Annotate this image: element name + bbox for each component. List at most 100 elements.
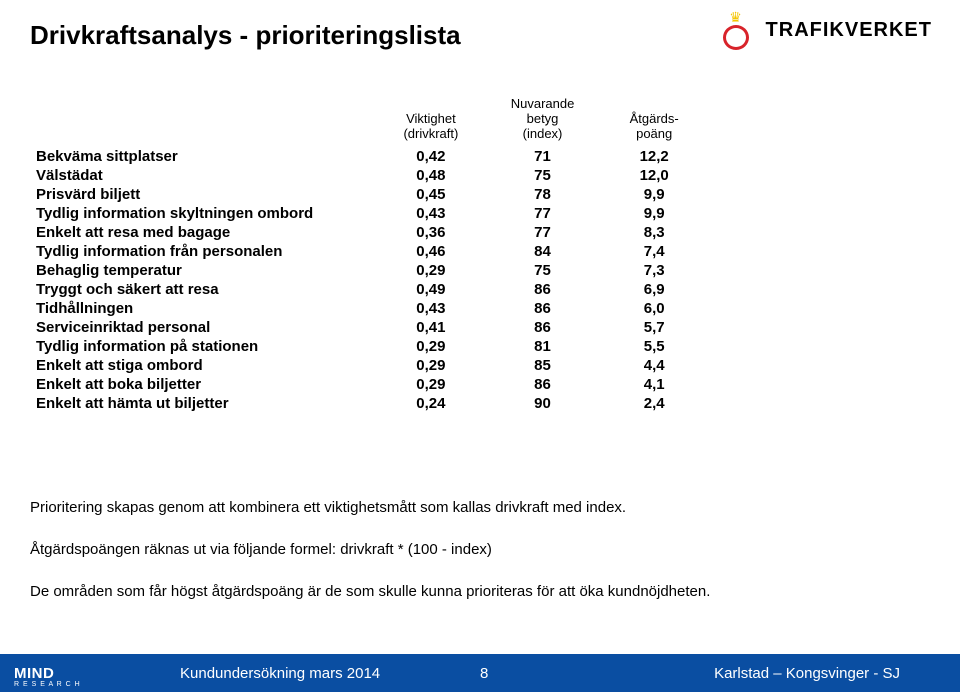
row-betyg: 75: [487, 261, 599, 280]
row-label: Serviceinriktad personal: [30, 318, 375, 337]
row-viktighet: 0,36: [375, 223, 487, 242]
row-poang: 8,3: [598, 223, 710, 242]
row-label: Enkelt att resa med bagage: [30, 223, 375, 242]
body-paragraph-2: Åtgärdspoängen räknas ut via följande fo…: [30, 540, 920, 560]
table-row: Enkelt att hämta ut biljetter0,24902,4: [30, 394, 710, 413]
row-betyg: 86: [487, 280, 599, 299]
row-label: Enkelt att hämta ut biljetter: [30, 394, 375, 413]
th-text: (drivkraft): [403, 126, 458, 141]
row-poang: 5,7: [598, 318, 710, 337]
mind-logo-top: MIND: [14, 666, 54, 681]
row-label: Tydlig information skyltningen ombord: [30, 204, 375, 223]
row-poang: 5,5: [598, 337, 710, 356]
th-poang: Åtgärds- poäng: [598, 96, 710, 147]
row-betyg: 86: [487, 375, 599, 394]
row-betyg: 85: [487, 356, 599, 375]
brand-name: TRAFIKVERKET: [766, 19, 932, 42]
table-row: Tydlig information skyltningen ombord0,4…: [30, 204, 710, 223]
row-viktighet: 0,45: [375, 185, 487, 204]
table-row: Enkelt att resa med bagage0,36778,3: [30, 223, 710, 242]
row-poang: 4,4: [598, 356, 710, 375]
table-row: Enkelt att stiga ombord0,29854,4: [30, 356, 710, 375]
th-text: betyg: [527, 111, 559, 126]
table-row: Tidhållningen0,43866,0: [30, 299, 710, 318]
page: Drivkraftsanalys - prioriteringslista ♛ …: [0, 0, 960, 692]
row-viktighet: 0,24: [375, 394, 487, 413]
row-viktighet: 0,29: [375, 356, 487, 375]
row-poang: 9,9: [598, 185, 710, 204]
row-betyg: 86: [487, 299, 599, 318]
row-betyg: 75: [487, 166, 599, 185]
priority-table: Viktighet (drivkraft) Nuvarande betyg (i…: [30, 96, 710, 413]
row-viktighet: 0,29: [375, 337, 487, 356]
table-row: Enkelt att boka biljetter0,29864,1: [30, 375, 710, 394]
row-viktighet: 0,46: [375, 242, 487, 261]
row-viktighet: 0,29: [375, 375, 487, 394]
row-viktighet: 0,41: [375, 318, 487, 337]
th-betyg: Nuvarande betyg (index): [487, 96, 599, 147]
row-label: Tidhållningen: [30, 299, 375, 318]
row-poang: 6,9: [598, 280, 710, 299]
row-betyg: 86: [487, 318, 599, 337]
row-poang: 12,2: [598, 147, 710, 166]
footer-bar: MIND R E S E A R C H Kundundersökning ma…: [0, 654, 960, 692]
row-betyg: 81: [487, 337, 599, 356]
row-poang: 12,0: [598, 166, 710, 185]
table-row: Tydlig information på stationen0,29815,5: [30, 337, 710, 356]
row-viktighet: 0,43: [375, 299, 487, 318]
mind-research-logo: MIND R E S E A R C H: [14, 666, 81, 688]
th-text: Åtgärds-: [630, 111, 679, 126]
trafikverket-emblem-icon: ♛: [716, 10, 756, 50]
row-betyg: 90: [487, 394, 599, 413]
mind-logo-bottom: R E S E A R C H: [14, 681, 81, 688]
row-label: Behaglig temperatur: [30, 261, 375, 280]
row-label: Enkelt att stiga ombord: [30, 356, 375, 375]
row-poang: 4,1: [598, 375, 710, 394]
row-poang: 9,9: [598, 204, 710, 223]
row-betyg: 77: [487, 223, 599, 242]
ring-icon: [723, 25, 749, 50]
table-header-row: Viktighet (drivkraft) Nuvarande betyg (i…: [30, 96, 710, 147]
page-title: Drivkraftsanalys - prioriteringslista: [30, 20, 461, 51]
body-paragraph-3: De områden som får högst åtgärdspoäng är…: [30, 582, 920, 602]
th-text: poäng: [636, 126, 672, 141]
row-viktighet: 0,29: [375, 261, 487, 280]
table-row: Tydlig information från personalen0,4684…: [30, 242, 710, 261]
row-betyg: 78: [487, 185, 599, 204]
footer-survey-title: Kundundersökning mars 2014: [180, 665, 380, 682]
footer-page-number: 8: [480, 665, 488, 682]
row-label: Prisvärd biljett: [30, 185, 375, 204]
th-text: Viktighet: [406, 111, 456, 126]
row-poang: 7,4: [598, 242, 710, 261]
table-row: Behaglig temperatur0,29757,3: [30, 261, 710, 280]
row-poang: 2,4: [598, 394, 710, 413]
row-poang: 7,3: [598, 261, 710, 280]
crown-icon: ♛: [729, 10, 742, 24]
row-viktighet: 0,48: [375, 166, 487, 185]
row-label: Tydlig information från personalen: [30, 242, 375, 261]
row-viktighet: 0,49: [375, 280, 487, 299]
row-betyg: 84: [487, 242, 599, 261]
row-label: Tydlig information på stationen: [30, 337, 375, 356]
row-viktighet: 0,42: [375, 147, 487, 166]
brand-logo: ♛ TRAFIKVERKET: [716, 10, 932, 50]
row-viktighet: 0,43: [375, 204, 487, 223]
row-label: Tryggt och säkert att resa: [30, 280, 375, 299]
th-viktighet: Viktighet (drivkraft): [375, 96, 487, 147]
table-row: Serviceinriktad personal0,41865,7: [30, 318, 710, 337]
th-text: (index): [523, 126, 563, 141]
th-text: Nuvarande: [511, 96, 575, 111]
row-label: Enkelt att boka biljetter: [30, 375, 375, 394]
table-row: Välstädat0,487512,0: [30, 166, 710, 185]
row-betyg: 71: [487, 147, 599, 166]
row-label: Välstädat: [30, 166, 375, 185]
row-label: Bekväma sittplatser: [30, 147, 375, 166]
th-label: [30, 96, 375, 147]
body-paragraph-1: Prioritering skapas genom att kombinera …: [30, 498, 920, 518]
row-poang: 6,0: [598, 299, 710, 318]
footer-route: Karlstad – Kongsvinger - SJ: [714, 665, 900, 682]
table-row: Bekväma sittplatser0,427112,2: [30, 147, 710, 166]
table-row: Tryggt och säkert att resa0,49866,9: [30, 280, 710, 299]
table-row: Prisvärd biljett0,45789,9: [30, 185, 710, 204]
row-betyg: 77: [487, 204, 599, 223]
